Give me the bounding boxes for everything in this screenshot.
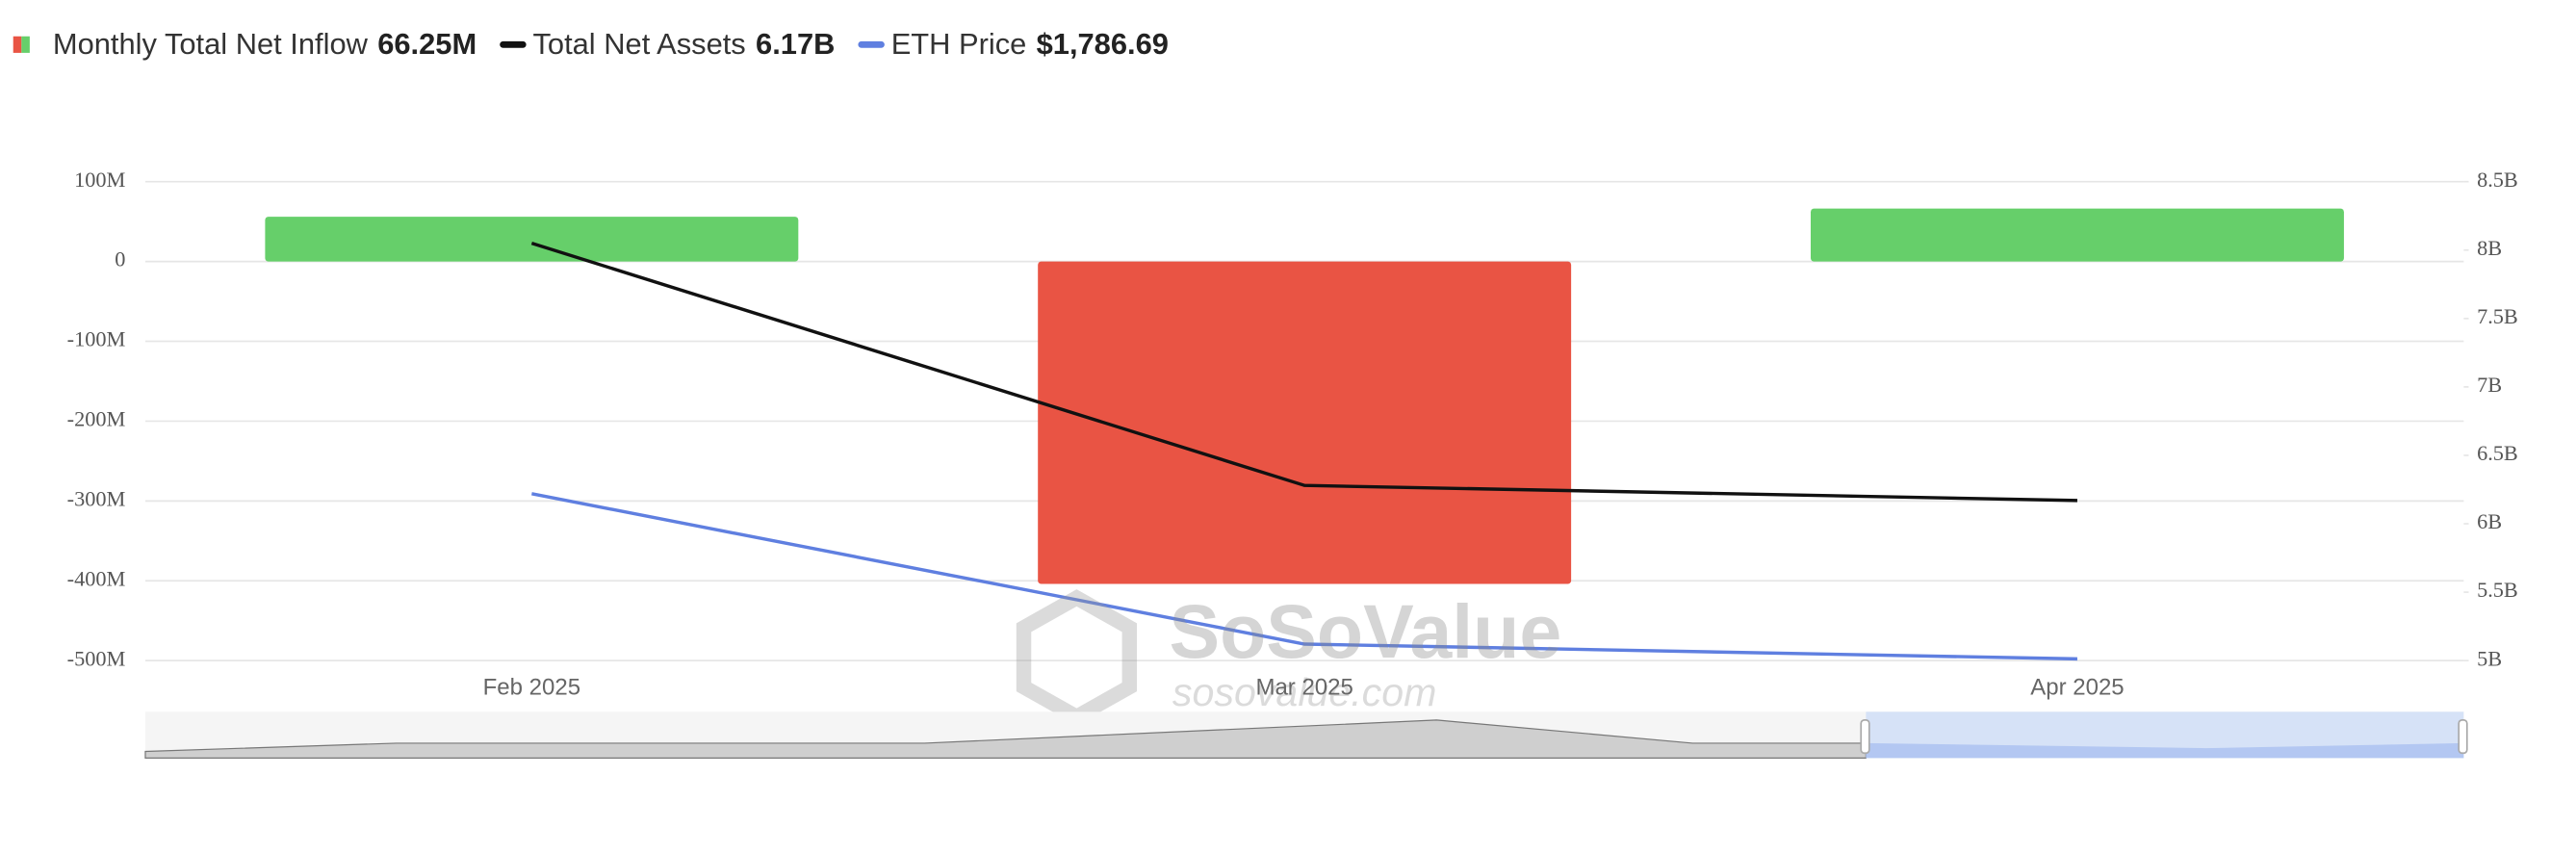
watermark: SoSoValue sosovalue.com xyxy=(1016,589,1561,726)
legend-label: Total Net Assets xyxy=(532,27,745,61)
y-tick-label: -300M xyxy=(67,486,126,510)
watermark-text: SoSoValue xyxy=(1169,589,1561,674)
bar xyxy=(265,217,799,262)
legend-icon xyxy=(13,36,22,53)
y-tick-label: -400M xyxy=(67,566,126,590)
x-axis: Feb 2025 Mar 2025 Apr 2025 xyxy=(483,675,2125,701)
y2-tick-label: 5B xyxy=(2477,646,2502,670)
x-tick-label: Feb 2025 xyxy=(483,675,580,701)
zoom-slider[interactable] xyxy=(144,711,2468,759)
legend-value: 66.25M xyxy=(377,27,477,61)
slider-preview xyxy=(144,719,1867,759)
y2-tick-label: 7B xyxy=(2477,373,2502,397)
y2-tick-label: 8.5B xyxy=(2477,168,2518,192)
watermark-logo xyxy=(1016,589,1138,726)
line xyxy=(530,242,2077,503)
y-tick-label: 0 xyxy=(115,247,125,271)
slider-selection-preview xyxy=(1866,742,2464,759)
y2-tick-label: 6B xyxy=(2477,509,2502,533)
legend-label: Monthly Total Net Inflow xyxy=(53,27,369,61)
legend: Monthly Total Net Inflow 66.25M Total Net … xyxy=(13,27,1169,61)
legend-icon xyxy=(21,36,30,53)
slider-handle[interactable] xyxy=(1860,719,1870,755)
bar xyxy=(1038,261,1572,584)
legend-label: ETH Price xyxy=(891,27,1027,61)
y2-tick-label: 5.5B xyxy=(2477,578,2518,602)
watermark-url: sosovalue.com xyxy=(1172,670,1437,714)
x-tick-label: Apr 2025 xyxy=(2030,675,2124,701)
legend-value: $1,786.69 xyxy=(1037,27,1169,61)
line xyxy=(531,492,2077,661)
marks xyxy=(265,208,2344,661)
x-tick-label: Mar 2025 xyxy=(1255,675,1352,701)
y2-tick-label: 8B xyxy=(2477,236,2502,260)
y-tick-label: -500M xyxy=(67,646,126,670)
slider-handle[interactable] xyxy=(2458,719,2468,755)
y-tick-label: -100M xyxy=(67,327,126,351)
y-tick-label: -200M xyxy=(67,407,126,431)
y2-tick-label: 7.5B xyxy=(2477,304,2518,328)
y2-tick-label: 6.5B xyxy=(2477,441,2518,465)
y-tick-label: 100M xyxy=(74,168,125,192)
bar xyxy=(1810,208,2344,262)
legend-value: 6.17B xyxy=(756,27,835,61)
